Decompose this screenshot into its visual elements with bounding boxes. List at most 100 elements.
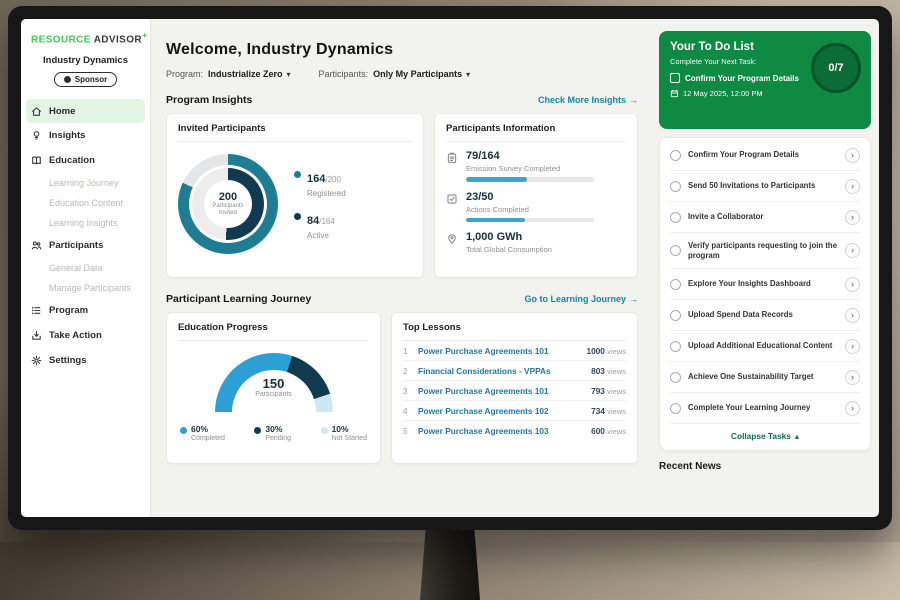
participants-filter-label: Participants: (318, 69, 369, 79)
stat-value: 1,000 GWh (466, 231, 523, 243)
chevron-right-icon[interactable]: › (845, 243, 860, 259)
invited-legend: 164/200 Registered 84/164 Active (294, 169, 346, 240)
task-row[interactable]: Complete Your Learning Journey › (670, 393, 860, 425)
lesson-rank: 3 (403, 386, 408, 396)
chevron-right-icon[interactable]: › (845, 276, 860, 292)
sidebar-item-general-data[interactable]: General Data (21, 258, 150, 278)
sponsor-icon (63, 76, 71, 84)
task-checkbox[interactable] (670, 371, 681, 383)
legend-item-not-started: 10% Not Started (320, 424, 367, 442)
task-checkbox[interactable] (670, 211, 681, 223)
sidebar-item-settings[interactable]: Settings (21, 348, 150, 373)
task-row[interactable]: Invite a Collaborator › (670, 202, 860, 233)
lesson-views-value: 734 (591, 406, 605, 416)
sidebar-item-education[interactable]: Education (21, 148, 150, 173)
task-checkbox[interactable] (670, 278, 681, 290)
actions-icon (447, 193, 457, 204)
legend-value: 84 (307, 214, 320, 227)
calendar-icon (670, 89, 679, 98)
arrow-right-icon: → (629, 294, 638, 304)
collapse-tasks-button[interactable]: Collapse Tasks ▴ (670, 424, 860, 444)
legend-label: Completed (191, 435, 225, 442)
chevron-right-icon[interactable]: › (845, 307, 860, 323)
lesson-link[interactable]: Power Purchase Agreements 103 (418, 426, 549, 436)
sidebar-item-insights[interactable]: Insights (21, 123, 150, 148)
sidebar-item-label: Learning Journey (49, 178, 119, 189)
app-logo: RESOURCE ADVISOR+ (31, 31, 147, 46)
chevron-right-icon[interactable]: › (845, 178, 860, 194)
legend-value: 60% (191, 424, 209, 434)
link-label: Check More Insights (537, 95, 626, 105)
survey-icon (447, 152, 457, 163)
sidebar-item-take-action[interactable]: Take Action (21, 323, 150, 348)
task-label: Invite a Collaborator (688, 211, 764, 221)
legend-value: 10% (331, 424, 349, 434)
chevron-up-icon: ▴ (794, 431, 799, 442)
sidebar-nav: Home Insights Education Learning Journey… (21, 99, 150, 373)
gauge-center: 150 Participants (215, 377, 333, 398)
logo-text-secondary: ADVISOR (93, 34, 143, 46)
lesson-link[interactable]: Power Purchase Agreements 101 (418, 346, 549, 356)
participants-filter-value: Only My Participants (373, 69, 463, 79)
task-row[interactable]: Send 50 Invitations to Participants › (670, 171, 860, 202)
legend-item-pending: 30% Pending (254, 424, 291, 442)
task-checkbox[interactable] (670, 149, 681, 161)
monitor-stand (420, 524, 480, 600)
go-to-learning-journey-link[interactable]: Go to Learning Journey → (524, 294, 638, 304)
legend-item-registered: 164/200 Registered (294, 169, 346, 198)
todo-next-checkbox[interactable] (670, 73, 680, 83)
chevron-right-icon[interactable]: › (845, 400, 860, 416)
chevron-right-icon[interactable]: › (845, 209, 860, 225)
education-progress-card: Education Progress 150 Participants (166, 312, 381, 464)
chevron-right-icon[interactable]: › (845, 369, 860, 385)
task-label: Complete Your Learning Journey (688, 403, 811, 413)
sidebar-item-manage-participants[interactable]: Manage Participants (21, 278, 150, 298)
stat-label: Actions Completed (466, 204, 529, 214)
lesson-link[interactable]: Power Purchase Agreements 102 (418, 406, 549, 416)
check-more-insights-link[interactable]: Check More Insights → (538, 95, 638, 105)
sidebar-item-program[interactable]: Program (21, 298, 150, 323)
task-row[interactable]: Upload Spend Data Records › (670, 300, 860, 332)
task-checkbox[interactable] (670, 340, 681, 352)
sidebar-item-education-content[interactable]: Education Content (21, 193, 150, 213)
sidebar-item-label: General Data (49, 263, 103, 274)
sidebar-item-participants[interactable]: Participants (21, 233, 150, 258)
lesson-views-value: 600 (591, 426, 605, 436)
gauge-center-label: Participants (255, 391, 292, 398)
dashboard-screen: RESOURCE ADVISOR+ Industry Dynamics Spon… (21, 19, 879, 517)
stat-progress-fill (466, 217, 525, 222)
filters-row: Program: Industrialize Zero ▾ Participan… (166, 69, 638, 79)
lesson-views-value: 803 (591, 366, 605, 376)
task-row[interactable]: Confirm Your Program Details › (670, 140, 860, 171)
sidebar-item-learning-journey[interactable]: Learning Journey (21, 173, 150, 193)
lesson-link[interactable]: Power Purchase Agreements 101 (418, 386, 549, 396)
task-checkbox[interactable] (670, 309, 681, 321)
participants-information-card: Participants Information 79/164 Emission… (434, 113, 638, 278)
chevron-right-icon[interactable]: › (845, 338, 860, 354)
task-checkbox[interactable] (670, 402, 681, 414)
chevron-right-icon[interactable]: › (845, 147, 860, 163)
task-checkbox[interactable] (670, 180, 681, 192)
task-checkbox[interactable] (670, 245, 681, 257)
lesson-link[interactable]: Financial Considerations - VPPAs (418, 366, 551, 376)
stat-row-consumption: 1,000 GWh Total Global Consumption (446, 232, 626, 254)
program-filter[interactable]: Program: Industrialize Zero ▾ (166, 69, 291, 79)
task-row[interactable]: Achieve One Sustainability Target › (670, 362, 860, 394)
card-title: Education Progress (178, 322, 369, 341)
participants-filter[interactable]: Participants: Only My Participants ▾ (319, 69, 471, 79)
lesson-row: 1 Power Purchase Agreements 101 1000 vie… (403, 341, 626, 361)
task-row[interactable]: Explore Your Insights Dashboard › (670, 269, 860, 301)
task-row[interactable]: Verify participants requesting to join t… (670, 233, 860, 270)
todo-next-task[interactable]: Confirm Your Program Details (670, 73, 810, 83)
chevron-down-icon: ▾ (466, 69, 471, 79)
insights-cards-row: Invited Participants 200 Participants In… (166, 113, 638, 278)
stat-label: Total Global Consumption (466, 245, 552, 254)
logo-plus: + (142, 31, 148, 40)
program-insights-header: Program Insights Check More Insights → (166, 94, 638, 106)
task-row[interactable]: Upload Additional Educational Content › (670, 331, 860, 363)
sidebar-item-learning-insights[interactable]: Learning Insights (21, 213, 150, 233)
legend-dot (294, 170, 301, 178)
stat-label: Emission Survey Completed (466, 164, 561, 173)
todo-subtitle: Complete Your Next Task: (670, 57, 757, 66)
sidebar-item-home[interactable]: Home (26, 99, 145, 124)
